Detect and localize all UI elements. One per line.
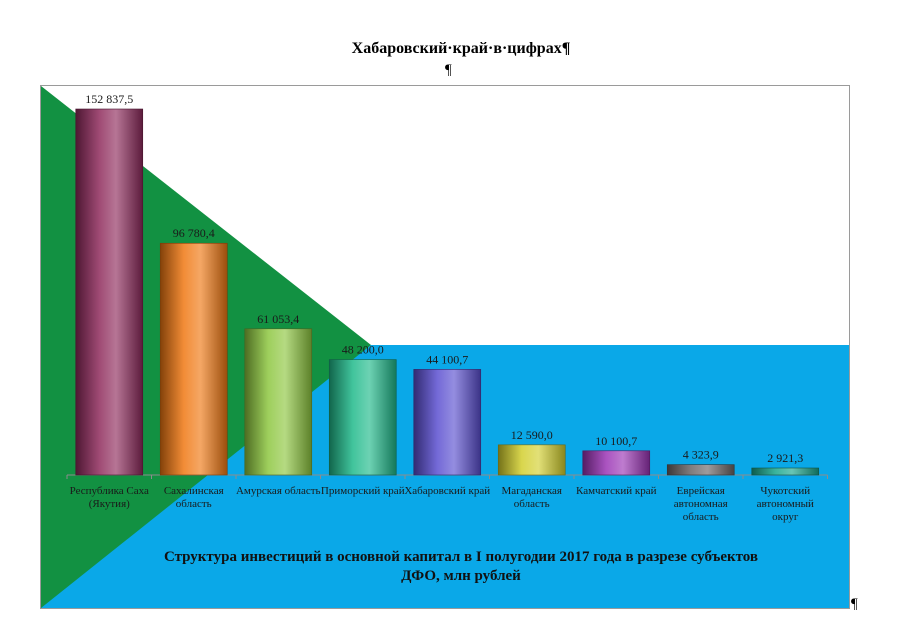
bar-7 — [582, 450, 651, 476]
category-label: Приморский край — [320, 485, 405, 497]
category-label: Еврейская автономная область — [673, 485, 728, 523]
paragraph-mark-end: ¶ — [851, 596, 858, 612]
chart-title: Структура инвестиций в основной капитал … — [163, 549, 759, 584]
category-label: Амурская область — [235, 485, 321, 497]
category-label: Камчатский край — [576, 485, 657, 497]
data-label: 152 837,5 — [85, 92, 133, 106]
bar-8 — [666, 464, 735, 476]
bar-2 — [159, 242, 228, 476]
data-label: 4 323,9 — [683, 448, 719, 462]
chart-frame: 152 837,5 96 780,4 61 053,4 48 200,0 44 100,… — [40, 85, 850, 609]
data-label: 48 200,0 — [342, 343, 384, 357]
data-label: 61 053,4 — [257, 312, 299, 326]
bar-9 — [751, 467, 820, 476]
data-label: 2 921,3 — [767, 451, 803, 465]
data-label: 10 100,7 — [595, 434, 637, 448]
category-label: Магаданская область — [501, 485, 562, 510]
category-label: Республика Саха (Якутия) — [69, 485, 149, 510]
data-label: 12 590,0 — [511, 428, 553, 442]
data-label: 96 780,4 — [173, 226, 215, 240]
data-label: 44 100,7 — [426, 352, 468, 366]
bar-5 — [413, 369, 482, 476]
document-heading: Хабаровский·край·в·цифрах¶ — [351, 40, 571, 57]
category-label: Хабаровский край — [404, 485, 491, 497]
category-label: Сахалинская область — [163, 485, 224, 510]
category-label: Чукотский автономный округ — [756, 485, 814, 523]
bar-3 — [244, 328, 313, 476]
bar-6 — [497, 444, 566, 476]
bar-1 — [75, 108, 144, 476]
paragraph-mark: ¶ — [445, 62, 452, 78]
bar-chart: 152 837,5 96 780,4 61 053,4 48 200,0 44 100,… — [41, 86, 849, 608]
bar-4 — [328, 359, 397, 476]
